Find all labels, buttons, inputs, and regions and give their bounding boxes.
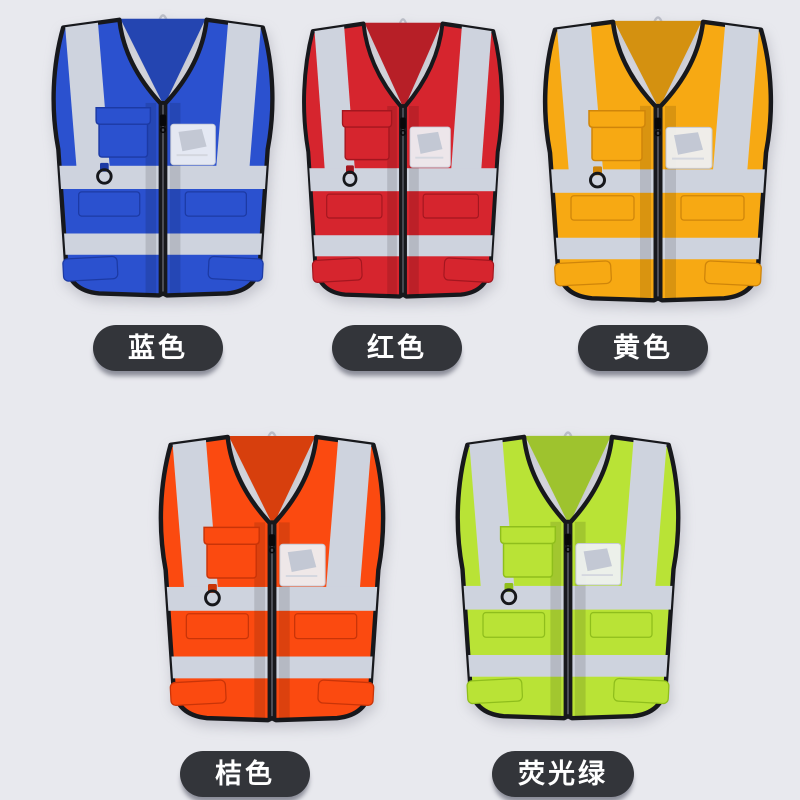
color-label-text: 黄色 (613, 332, 673, 364)
color-label-text: 红色 (367, 332, 427, 364)
color-label-text: 荧光绿 (518, 758, 608, 790)
orange-vest-image (144, 429, 400, 732)
green-vest-image (441, 429, 695, 730)
color-label-green[interactable]: 荧光绿 (492, 751, 634, 797)
yellow-vest-image (528, 14, 788, 312)
color-label-blue[interactable]: 蓝色 (93, 325, 223, 371)
color-label-orange[interactable]: 桔色 (180, 751, 310, 797)
color-label-red[interactable]: 红色 (332, 325, 462, 371)
color-label-text: 桔色 (215, 758, 275, 790)
color-label-text: 蓝色 (128, 332, 188, 364)
red-vest-image (289, 16, 517, 308)
color-label-yellow[interactable]: 黄色 (578, 325, 708, 371)
blue-vest-image (37, 12, 289, 307)
